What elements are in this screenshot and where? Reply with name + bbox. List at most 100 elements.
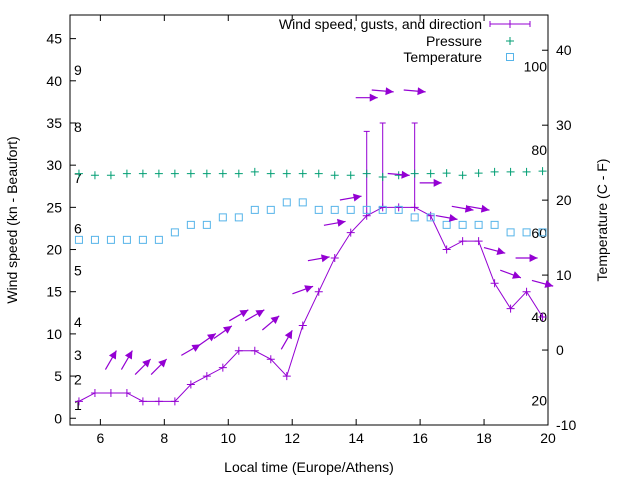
pressure-point: [234, 169, 243, 178]
wind-speed-point: [74, 397, 83, 406]
x-axis-label: Local time (Europe/Athens): [224, 459, 394, 475]
wind-speed-point: [346, 228, 355, 237]
fahrenheit-label: 20: [531, 392, 547, 408]
pressure-point: [138, 169, 147, 178]
wind-direction-arrowhead: [401, 170, 410, 179]
legend-label-pressure: Pressure: [426, 33, 482, 49]
temperature-point: [266, 205, 275, 214]
beaufort-label: 3: [74, 347, 82, 363]
pressure-point: [282, 169, 291, 178]
temperature-point: [106, 235, 115, 244]
legend-pressure-marker: [506, 37, 514, 45]
wind-direction-arrowhead: [480, 204, 490, 213]
wind-direction-arrowhead: [108, 350, 117, 360]
gust-bar: [411, 122, 418, 208]
temperature-point: [250, 205, 259, 214]
beaufort-label: 8: [74, 119, 82, 135]
wind-direction-arrowhead: [270, 315, 280, 325]
pressure-point: [538, 167, 547, 176]
wind-direction-arrowhead: [142, 359, 151, 368]
temperature-point: [282, 198, 291, 207]
legend-wind-marker: [506, 20, 514, 28]
temperature-point: [426, 213, 435, 222]
temperature-point: [154, 235, 163, 244]
y2-axis-label: Temperature (C - F): [594, 159, 610, 282]
fahrenheit-label: 100: [524, 59, 548, 75]
temperature-point: [362, 205, 371, 214]
temperature-point: [330, 205, 339, 214]
gust-bar: [379, 122, 386, 208]
wind-speed-point: [314, 287, 323, 296]
y-tick-label: 45: [46, 31, 62, 47]
wind-direction-arrowhead: [544, 280, 554, 288]
pressure-point: [458, 171, 467, 180]
temperature-point: [522, 228, 531, 237]
x-tick-label: 16: [412, 430, 428, 446]
wind-speed-point: [218, 363, 227, 372]
wind-speed-point: [330, 253, 339, 262]
wind-speed-point: [538, 313, 547, 322]
wind-speed-point: [122, 388, 131, 397]
x-tick-label: 8: [160, 430, 168, 446]
legend-label-temperature: Temperature: [403, 49, 482, 65]
pressure-point: [490, 167, 499, 176]
wind-speed-point: [154, 397, 163, 406]
pressure-point: [202, 169, 211, 178]
wind-speed-point: [266, 355, 275, 364]
y-tick-label: 25: [46, 199, 62, 215]
wind-speed-point: [106, 388, 115, 397]
y2-tick-label: 20: [556, 192, 572, 208]
wind-speed-point: [426, 211, 435, 220]
wind-direction-arrowhead: [496, 247, 506, 256]
wind-direction-arrowhead: [352, 193, 362, 202]
y-tick-label: 20: [46, 242, 62, 258]
legend: Wind speed, gusts, and direction Pressur…: [279, 16, 531, 65]
wind-speed-point: [282, 372, 291, 381]
temperature-point: [186, 220, 195, 229]
temperature-point: [394, 205, 403, 214]
x-tick-label: 12: [284, 430, 300, 446]
wind-speed-point: [138, 397, 147, 406]
wind-speed-point: [474, 237, 483, 246]
y-tick-label: 5: [54, 368, 62, 384]
pressure-point: [330, 171, 339, 180]
wind-direction-arrowhead: [124, 350, 133, 360]
wind-direction-arrowhead: [321, 254, 330, 263]
beaufort-label: 6: [74, 220, 82, 236]
beaufort-label: 1: [74, 397, 82, 413]
pressure-point: [250, 167, 259, 176]
wind-direction-arrowhead: [158, 359, 167, 368]
fahrenheit-label: 80: [531, 142, 547, 158]
pressure-point: [506, 167, 515, 176]
wind-direction-arrowhead: [417, 87, 426, 96]
plot-border: [69, 14, 549, 426]
wind-direction-arrowhead: [512, 271, 521, 279]
beaufort-label: 2: [74, 371, 82, 387]
pressure-point: [522, 167, 531, 176]
temperature-point: [202, 220, 211, 229]
wind-speed-point: [442, 245, 451, 254]
y-tick-label: 10: [46, 326, 62, 342]
y-tick-label: 35: [46, 115, 62, 131]
temperature-point: [410, 213, 419, 222]
wind-speed-point: [90, 388, 99, 397]
pressure-point: [394, 171, 403, 180]
beaufort-label: 5: [74, 263, 82, 279]
temperature-point: [170, 228, 179, 237]
wind-speed-point: [170, 397, 179, 406]
beaufort-label: 7: [74, 170, 82, 186]
wind-direction-arrowhead: [464, 204, 474, 213]
wind-direction-arrowhead: [239, 309, 249, 318]
wind-direction-arrowhead: [369, 93, 378, 102]
pressure-point: [410, 169, 419, 178]
x-tick-label: 14: [348, 430, 364, 446]
pressure-point: [314, 169, 323, 178]
beaufort-label: 4: [74, 314, 82, 330]
pressure-point: [266, 169, 275, 178]
wind-speed-point: [458, 237, 467, 246]
wind-direction-arrowhead: [207, 333, 216, 342]
temperature-point: [138, 235, 147, 244]
wind-speed-point: [250, 346, 259, 355]
wind-direction-arrowhead: [385, 87, 394, 96]
